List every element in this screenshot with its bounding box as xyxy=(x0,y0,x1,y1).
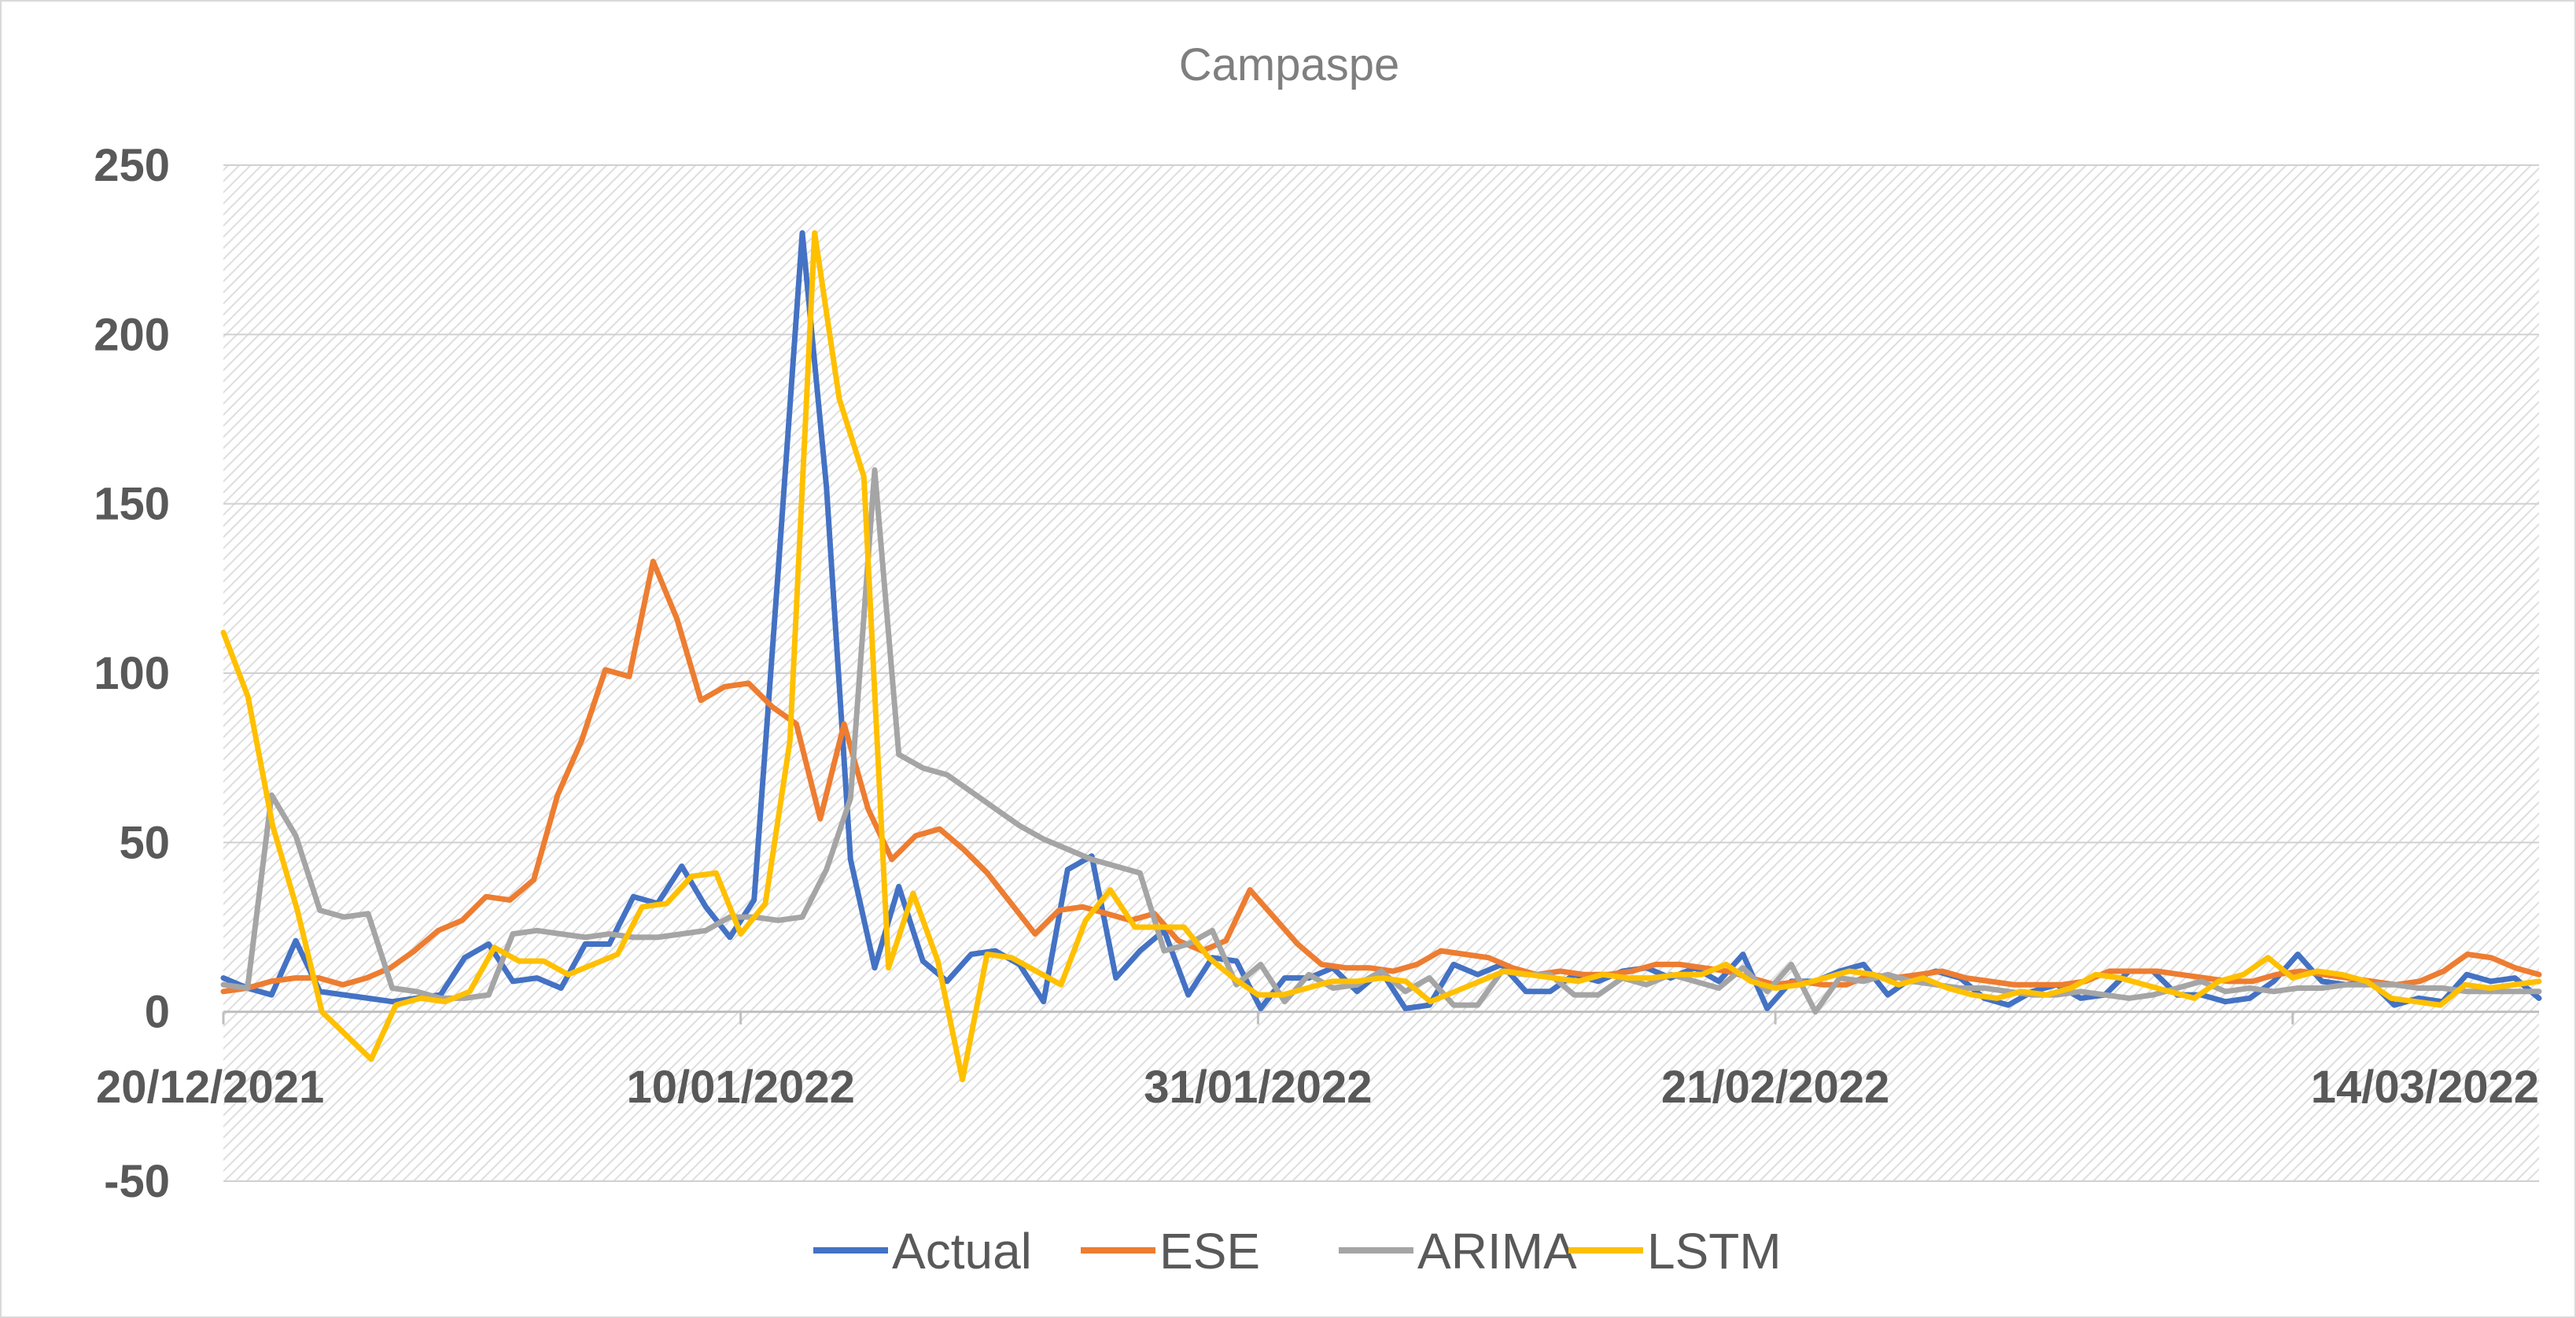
y-tick-label: 150 xyxy=(94,479,170,530)
chart-title: Campaspe xyxy=(1179,39,1399,90)
legend-label-ese: ESE xyxy=(1159,1223,1260,1279)
y-tick-label: 0 xyxy=(145,987,170,1038)
y-tick-label: 200 xyxy=(94,309,170,360)
legend-label-lstm: LSTM xyxy=(1647,1223,1782,1279)
legend: Actual ESE ARIMA LSTM xyxy=(813,1223,1782,1279)
x-axis: 20/12/2021 10/01/2022 31/01/2022 21/02/2022… xyxy=(96,1011,2539,1113)
series-line-lstm xyxy=(220,230,2542,1083)
y-tick-label: 100 xyxy=(94,648,170,699)
x-tick-label: 10/01/2022 xyxy=(627,1062,855,1113)
legend-label-actual: Actual xyxy=(892,1223,1032,1279)
x-tick-label: 31/01/2022 xyxy=(1144,1062,1372,1113)
x-tick-label: 14/03/2022 xyxy=(2311,1062,2539,1113)
series-lines xyxy=(220,230,2542,1083)
y-axis-tick-labels: -50 0 50 100 150 200 250 xyxy=(94,140,170,1207)
x-tick-label: 20/12/2021 xyxy=(96,1062,324,1113)
legend-label-arima: ARIMA xyxy=(1417,1223,1577,1279)
x-tick-label: 21/02/2022 xyxy=(1661,1062,1889,1113)
y-tick-label: 50 xyxy=(119,817,170,868)
y-tick-label: 250 xyxy=(94,140,170,191)
y-tick-label: -50 xyxy=(104,1156,170,1207)
series-line-arima xyxy=(220,467,2542,1015)
